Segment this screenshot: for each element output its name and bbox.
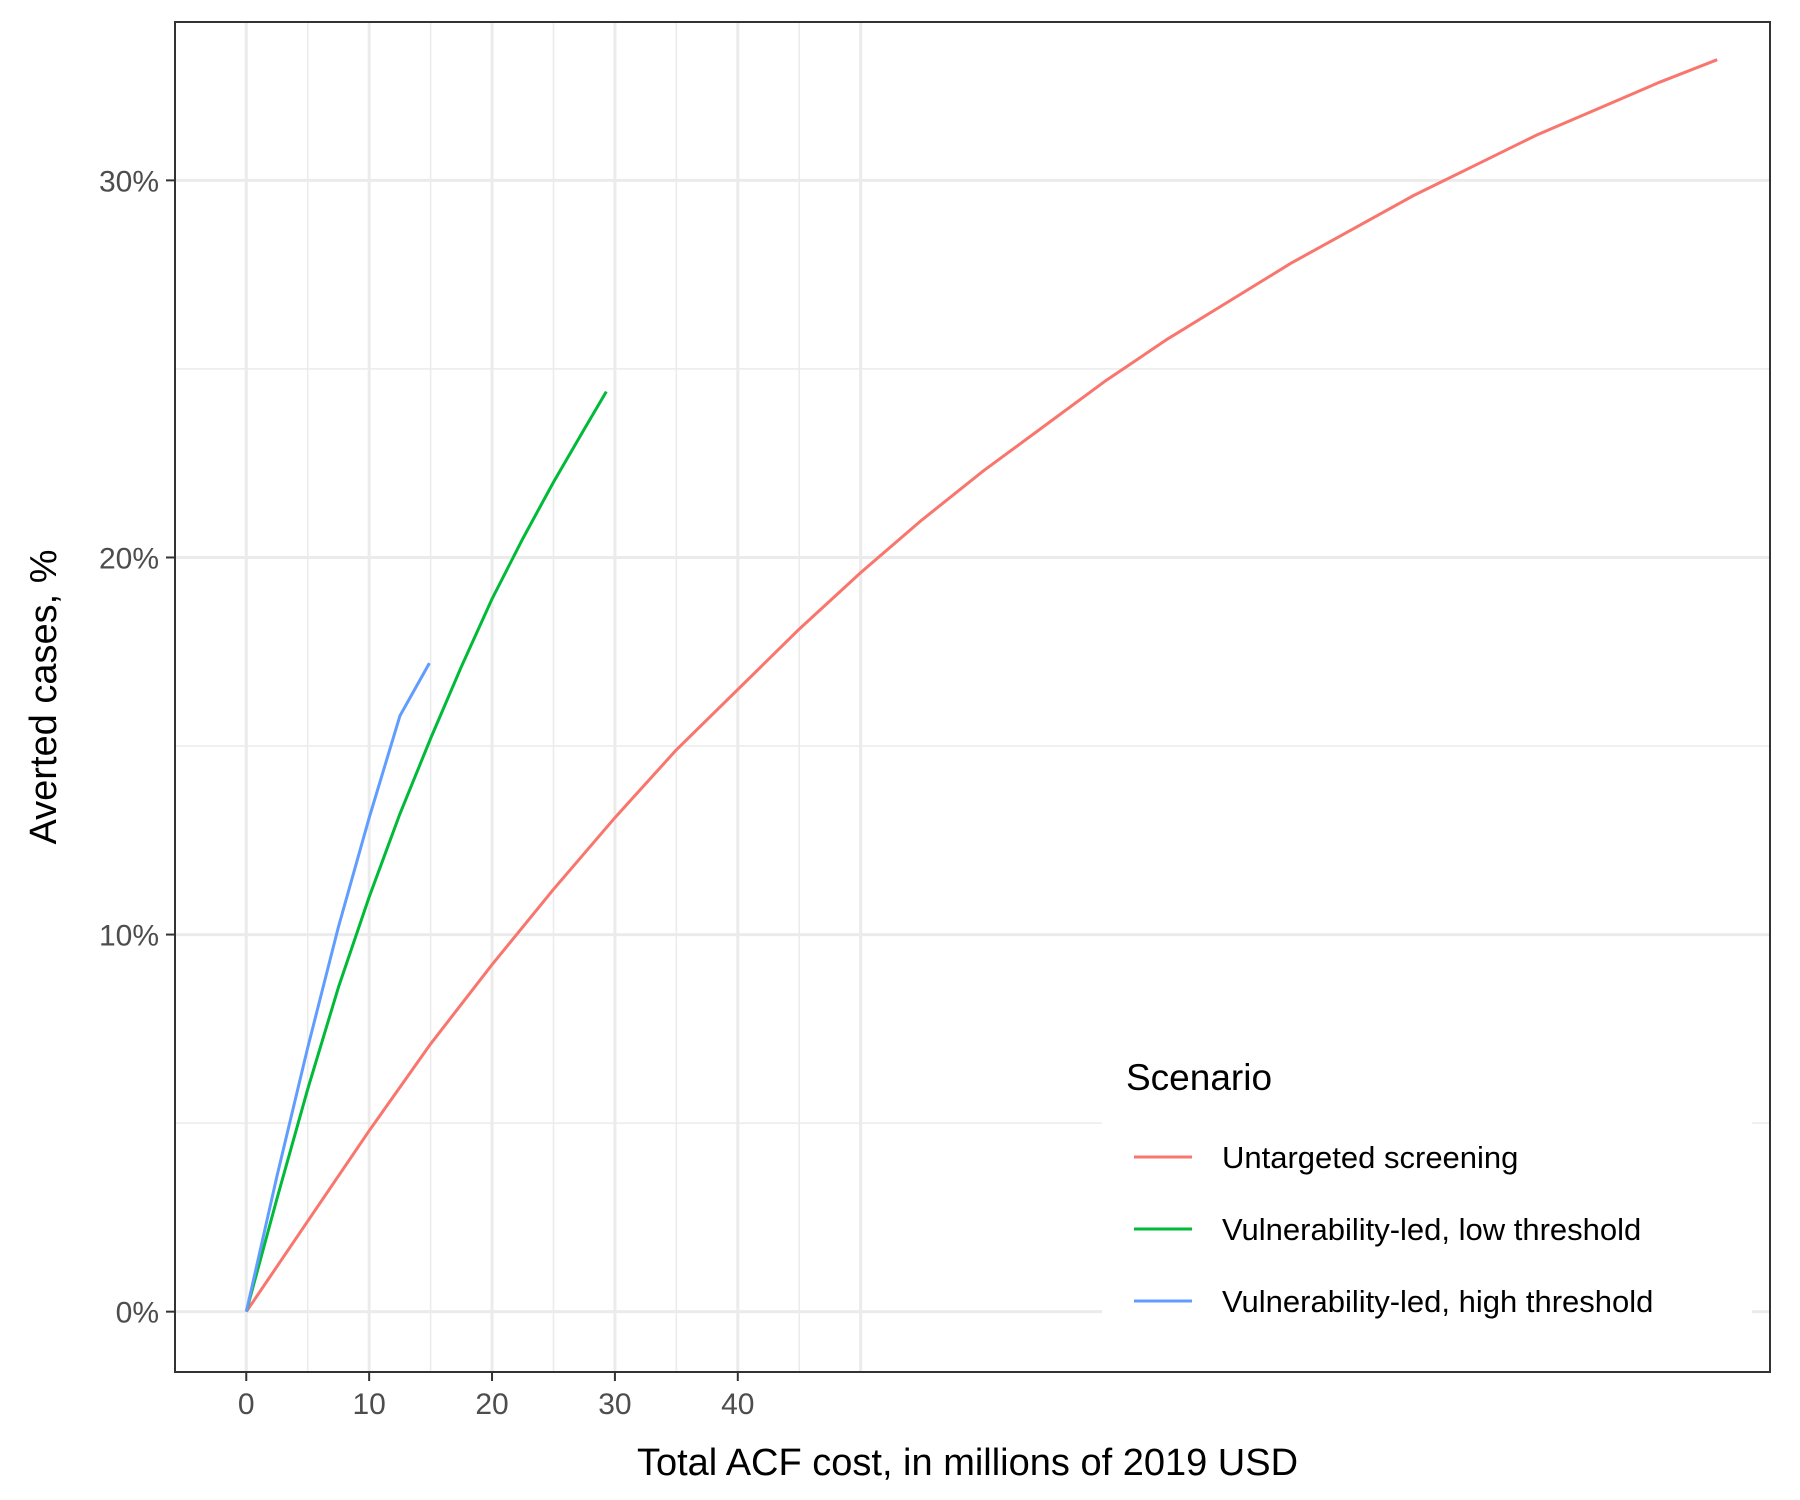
x-tick-label-3: 30 <box>598 1388 631 1421</box>
major-gridlines <box>175 22 1770 1372</box>
series-line-1 <box>244 390 608 1313</box>
y-axis-ticks: 0% 10% 20% 30% <box>99 165 175 1330</box>
series-line-2 <box>244 662 431 1313</box>
legend-item-0: Untargeted screening <box>1134 1140 1518 1175</box>
legend-label-1: Vulnerability-led, low threshold <box>1222 1212 1641 1247</box>
legend-item-2: Vulnerability-led, high threshold <box>1134 1284 1653 1319</box>
y-tick-label-1: 10% <box>99 920 159 953</box>
legend: Scenario Untargeted screening Vulnerabili… <box>1102 1045 1752 1320</box>
x-tick-label-4: 40 <box>721 1388 754 1421</box>
y-tick-label-0: 0% <box>116 1297 159 1330</box>
legend-item-1: Vulnerability-led, low threshold <box>1134 1212 1641 1247</box>
panel-border <box>174 21 1771 1373</box>
series-lines <box>244 58 1718 1313</box>
legend-background <box>1102 1045 1752 1320</box>
legend-label-0: Untargeted screening <box>1222 1140 1518 1175</box>
legend-title: Scenario <box>1126 1057 1272 1098</box>
x-axis-ticks: 0 10 20 30 40 <box>238 1372 754 1421</box>
x-tick-label-2: 20 <box>475 1388 508 1421</box>
y-tick-label-3: 30% <box>99 165 159 198</box>
y-tick-label-2: 20% <box>99 542 159 575</box>
legend-items: Untargeted screening Vulnerability-led, l… <box>1134 1140 1653 1319</box>
x-axis-title: Total ACF cost, in millions of 2019 USD <box>637 1442 1298 1484</box>
y-axis-title: Averted cases, % <box>23 549 65 844</box>
series-line-0 <box>245 58 1718 1313</box>
x-tick-label-0: 0 <box>238 1388 255 1421</box>
legend-label-2: Vulnerability-led, high threshold <box>1222 1284 1653 1319</box>
x-tick-label-1: 10 <box>352 1388 385 1421</box>
